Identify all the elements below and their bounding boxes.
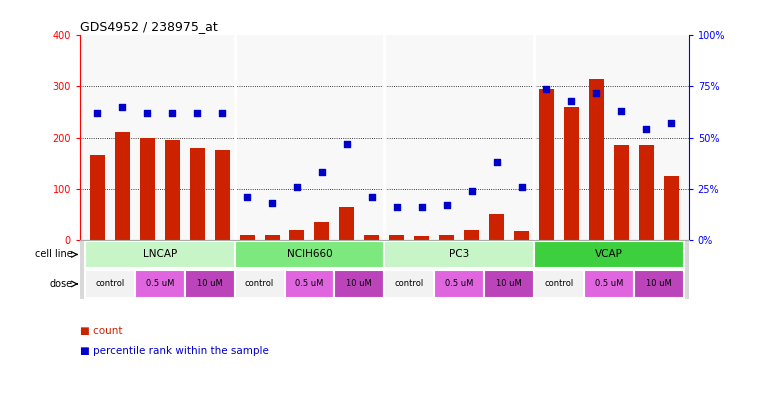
Bar	[314, 222, 330, 240]
Bar	[390, 235, 404, 240]
Bar	[334, 270, 384, 298]
Bar	[135, 270, 185, 298]
Text: 0.5 uM: 0.5 uM	[594, 279, 623, 288]
Point	[142, 110, 154, 116]
Text: 0.5 uM: 0.5 uM	[145, 279, 174, 288]
Bar	[435, 270, 484, 298]
Bar	[365, 235, 379, 240]
Point	[515, 184, 527, 190]
Point	[565, 97, 578, 104]
Point	[216, 110, 228, 116]
Text: 10 uM: 10 uM	[346, 279, 372, 288]
Text: ■ percentile rank within the sample: ■ percentile rank within the sample	[80, 346, 269, 356]
Bar	[589, 79, 604, 240]
Point	[390, 204, 403, 210]
Point	[191, 110, 203, 116]
Text: control: control	[544, 279, 574, 288]
Point	[615, 108, 627, 114]
Point	[665, 120, 677, 127]
Text: dose: dose	[49, 279, 72, 289]
Text: control: control	[395, 279, 424, 288]
Bar	[584, 270, 634, 298]
Text: VCAP: VCAP	[595, 250, 622, 259]
Point	[316, 169, 328, 175]
Bar	[115, 132, 130, 240]
Bar	[234, 241, 384, 268]
Bar	[185, 270, 234, 298]
Point	[640, 126, 652, 132]
Bar	[234, 270, 285, 298]
Text: GDS4952 / 238975_at: GDS4952 / 238975_at	[80, 20, 218, 33]
Point	[441, 202, 453, 208]
Bar	[85, 241, 234, 268]
Point	[166, 110, 178, 116]
Text: NCIH660: NCIH660	[287, 250, 333, 259]
Bar	[189, 148, 205, 240]
Bar	[638, 145, 654, 240]
Text: PC3: PC3	[449, 250, 470, 259]
Text: ■ count: ■ count	[80, 326, 123, 336]
Bar	[384, 270, 435, 298]
Bar	[384, 241, 534, 268]
Point	[116, 104, 129, 110]
Bar	[534, 241, 683, 268]
Bar	[414, 236, 429, 240]
Bar	[634, 270, 683, 298]
Point	[491, 159, 503, 165]
Text: 0.5 uM: 0.5 uM	[295, 279, 323, 288]
Bar	[534, 270, 584, 298]
Text: cell line: cell line	[35, 250, 72, 259]
Point	[540, 85, 552, 92]
Point	[341, 141, 353, 147]
Bar	[439, 235, 454, 240]
Bar	[464, 230, 479, 240]
Bar	[215, 150, 230, 240]
Bar	[265, 235, 279, 240]
Bar	[489, 214, 504, 240]
Point	[241, 194, 253, 200]
Bar	[514, 231, 529, 240]
Text: 10 uM: 10 uM	[496, 279, 522, 288]
Bar	[539, 89, 554, 240]
Text: LNCAP: LNCAP	[142, 250, 177, 259]
Bar	[339, 206, 355, 240]
Bar	[664, 176, 679, 240]
Bar	[289, 230, 304, 240]
Text: 10 uM: 10 uM	[197, 279, 222, 288]
Point	[291, 184, 303, 190]
Point	[366, 194, 378, 200]
Point	[91, 110, 103, 116]
Bar	[85, 270, 135, 298]
Text: control: control	[95, 279, 125, 288]
Point	[591, 90, 603, 96]
Point	[266, 200, 278, 206]
Bar	[164, 140, 180, 240]
Text: control: control	[245, 279, 274, 288]
Bar	[285, 270, 334, 298]
Text: 0.5 uM: 0.5 uM	[445, 279, 473, 288]
Point	[466, 187, 478, 194]
Point	[416, 204, 428, 210]
Bar	[140, 138, 154, 240]
Bar	[240, 235, 255, 240]
Bar	[614, 145, 629, 240]
Text: 10 uM: 10 uM	[646, 279, 672, 288]
Bar	[564, 107, 579, 240]
Bar	[484, 270, 534, 298]
Bar	[90, 155, 105, 240]
